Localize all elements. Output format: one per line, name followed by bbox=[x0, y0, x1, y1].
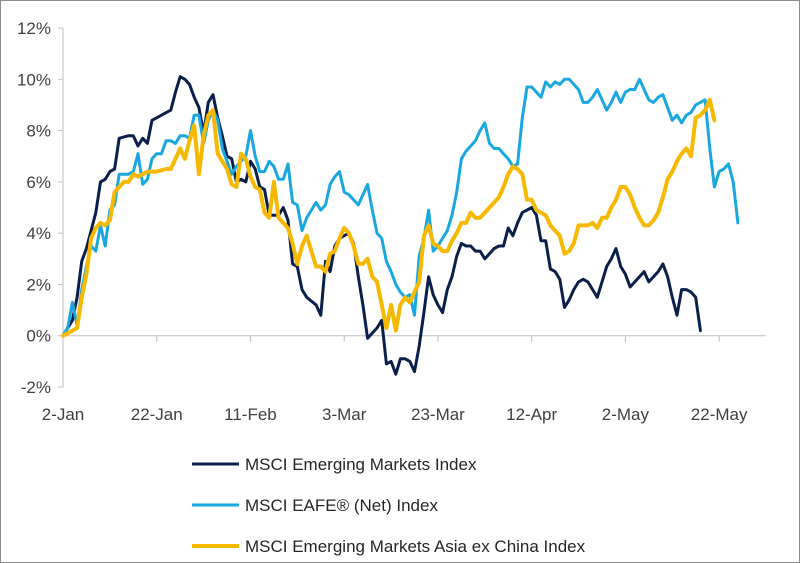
y-axis-ticks: -2% 0% 2% 4% 6% 8% 10% 12% bbox=[17, 19, 63, 397]
x-tick-label: 12-Apr bbox=[506, 405, 557, 424]
legend-label-1: MSCI Emerging Markets Index bbox=[245, 455, 477, 474]
x-tick-label: 2-May bbox=[602, 405, 650, 424]
series-line-1 bbox=[61, 75, 702, 376]
y-tick-label: 6% bbox=[26, 173, 51, 192]
y-tick-label: 12% bbox=[17, 19, 51, 38]
legend: MSCI Emerging Markets Index MSCI EAFE® (N… bbox=[192, 455, 586, 556]
y-tick-label: 4% bbox=[26, 224, 51, 243]
series-line-3 bbox=[61, 97, 717, 338]
x-tick-label: 23-Mar bbox=[411, 405, 465, 424]
x-tick-label: 2-Jan bbox=[42, 405, 85, 424]
x-axis-ticks: 2-Jan 22-Jan 11-Feb 3-Mar 23-Mar 12-Apr 2-May 2… bbox=[42, 335, 748, 424]
legend-label-2: MSCI EAFE® (Net) Index bbox=[245, 496, 438, 515]
x-tick-label: 3-Mar bbox=[322, 405, 367, 424]
y-tick-label: 10% bbox=[17, 70, 51, 89]
x-tick-label: 22-May bbox=[691, 405, 748, 424]
legend-label-3: MSCI Emerging Markets Asia ex China Inde… bbox=[245, 537, 586, 556]
y-tick-label: 8% bbox=[26, 122, 51, 141]
x-tick-label: 22-Jan bbox=[131, 405, 183, 424]
y-tick-label: 0% bbox=[26, 327, 51, 346]
x-tick-label: 11-Feb bbox=[224, 405, 277, 424]
y-tick-label: -2% bbox=[21, 378, 51, 397]
series-group bbox=[61, 75, 740, 376]
y-tick-label: 2% bbox=[26, 275, 51, 294]
